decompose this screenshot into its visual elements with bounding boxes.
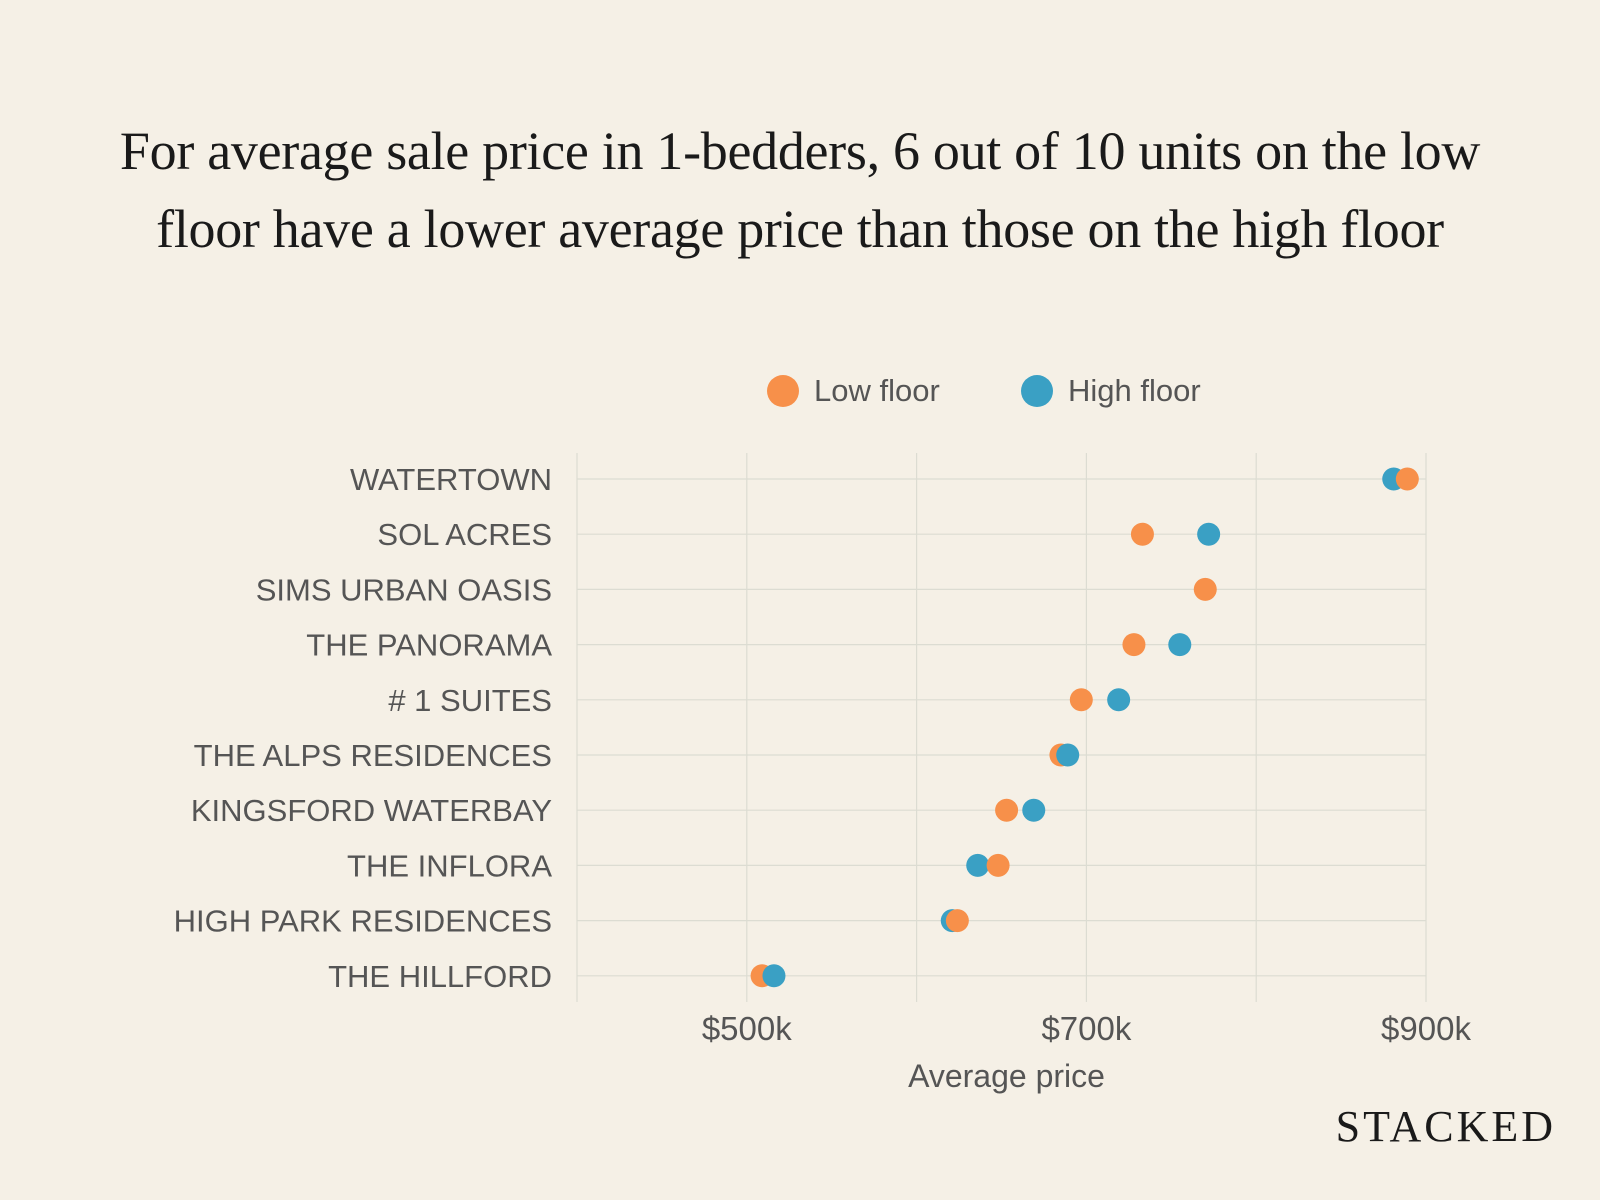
data-point-high-floor bbox=[762, 964, 786, 988]
category-label: SIMS URBAN OASIS bbox=[256, 572, 552, 607]
data-point-low-floor bbox=[1130, 522, 1154, 546]
data-point-low-floor bbox=[1069, 688, 1093, 712]
category-label: THE HILLFORD bbox=[328, 959, 552, 994]
data-point-high-floor bbox=[1022, 798, 1046, 822]
category-label: SOL ACRES bbox=[377, 517, 552, 552]
category-label: # 1 SUITES bbox=[388, 683, 552, 718]
brand-logo: STACKED bbox=[1335, 1102, 1556, 1151]
data-point-high-floor bbox=[1056, 743, 1080, 767]
category-label: THE PANORAMA bbox=[306, 628, 552, 663]
x-tick-label: $500k bbox=[702, 1010, 792, 1047]
data-point-high-floor bbox=[966, 853, 990, 877]
x-axis-title: Average price bbox=[908, 1058, 1105, 1094]
data-point-low-floor bbox=[1122, 633, 1146, 657]
category-label: THE ALPS RESIDENCES bbox=[194, 738, 552, 773]
category-label: WATERTOWN bbox=[350, 462, 552, 497]
data-point-low-floor bbox=[986, 853, 1010, 877]
legend-marker bbox=[767, 375, 799, 407]
data-point-high-floor bbox=[1197, 522, 1221, 546]
data-point-high-floor bbox=[1168, 633, 1192, 657]
data-point-low-floor bbox=[995, 798, 1019, 822]
data-point-low-floor bbox=[1395, 467, 1419, 491]
legend-label: High floor bbox=[1068, 373, 1201, 408]
data-point-high-floor bbox=[1107, 688, 1131, 712]
category-label: KINGSFORD WATERBAY bbox=[191, 793, 552, 828]
data-point-low-floor bbox=[1193, 577, 1217, 601]
x-tick-label: $900k bbox=[1381, 1010, 1471, 1047]
data-point-low-floor bbox=[945, 909, 969, 933]
category-label: HIGH PARK RESIDENCES bbox=[174, 904, 552, 939]
x-tick-label: $700k bbox=[1041, 1010, 1131, 1047]
category-label: THE INFLORA bbox=[347, 848, 552, 883]
legend-marker bbox=[1021, 375, 1053, 407]
chart-title: For average sale price in 1-bedders, 6 o… bbox=[119, 121, 1481, 259]
legend-label: Low floor bbox=[814, 373, 940, 408]
